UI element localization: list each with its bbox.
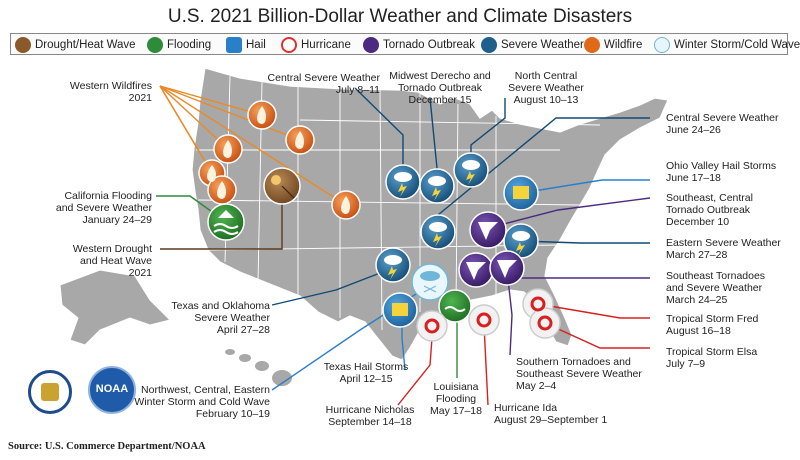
flood-marker xyxy=(207,203,245,241)
severe-weather-icon xyxy=(481,37,497,53)
label-texas-oklahoma: Texas and Oklahoma Severe Weather April 27… xyxy=(171,300,270,336)
label-hurricane-nicholas: Hurricane Nicholas September 14–18 xyxy=(325,404,415,428)
legend-label: Severe Weather xyxy=(501,39,584,51)
legend-item-flooding: Flooding xyxy=(147,36,211,54)
commerce-seal-logo xyxy=(28,370,72,414)
legend-item-hurricane: Hurricane xyxy=(281,36,351,54)
legend-item-winter: Winter Storm/Cold Wave xyxy=(654,36,800,54)
alaska xyxy=(59,269,171,346)
label-north-central: North Central Severe Weather August 10–13 xyxy=(508,70,584,106)
noaa-logo: NOAA xyxy=(88,366,136,414)
label-eastern-severe: Eastern Severe Weather March 27–28 xyxy=(666,237,781,261)
source-note: Source: U.S. Commerce Department/NOAA xyxy=(8,441,206,452)
legend-item-wildfire: Wildfire xyxy=(584,36,642,54)
hail-icon xyxy=(226,37,242,53)
drought-icon xyxy=(15,37,31,53)
legend: Drought/Heat Wave Flooding Hail Hurrican… xyxy=(10,33,800,55)
label-winter-storm: Northwest, Central, Eastern Winter Storm … xyxy=(134,384,270,420)
legend-item-hail: Hail xyxy=(226,36,266,54)
chart-title: U.S. 2021 Billion-Dollar Weather and Cli… xyxy=(167,6,633,27)
legend-label: Winter Storm/Cold Wave xyxy=(674,39,800,51)
legend-label: Wildfire xyxy=(604,39,643,51)
label-central-severe-july: Central Severe Weather July 8–11 xyxy=(267,72,380,96)
label-tropical-storm-elsa: Tropical Storm Elsa July 7–9 xyxy=(666,346,758,370)
label-southeast-central-tornado: Southeast, Central Tornado Outbreak Decemb… xyxy=(666,192,753,228)
winter-storm-marker xyxy=(411,263,449,301)
label-southeast-tornadoes: Southeast Tornadoes and Severe Weather Mar… xyxy=(666,270,766,306)
label-tropical-storm-fred: Tropical Storm Fred August 16–18 xyxy=(666,313,759,337)
label-western-wildfires: Western Wildfires 2021 xyxy=(69,80,152,104)
noaa-logo-text: NOAA xyxy=(95,383,129,395)
wildfire-icon xyxy=(584,37,600,53)
us-map xyxy=(59,67,669,406)
winter-storm-icon xyxy=(654,37,670,53)
label-hurricane-ida: Hurricane Ida August 29–September 1 xyxy=(494,402,608,426)
label-southern-tornadoes: Southern Tornadoes and Southeast Severe W… xyxy=(516,356,642,392)
label-california-flooding: California Flooding and Severe Weather Jan… xyxy=(55,190,152,226)
label-midwest-derecho: Midwest Derecho and Tornado Outbreak Decem… xyxy=(389,70,491,106)
label-western-drought: Western Drought and Heat Wave 2021 xyxy=(72,243,152,279)
hurricane-marker xyxy=(529,307,561,339)
hurricane-marker xyxy=(468,304,500,336)
legend-label: Flooding xyxy=(167,39,212,51)
legend-label: Tornado Outbreak xyxy=(383,39,476,51)
hawaii xyxy=(225,349,292,386)
flood-marker xyxy=(438,289,472,323)
label-central-severe-june: Central Severe Weather June 24–26 xyxy=(666,112,779,136)
label-louisiana-flooding: Louisiana Flooding May 17–18 xyxy=(430,381,482,417)
legend-item-drought: Drought/Heat Wave xyxy=(15,36,136,54)
marker-glyphs xyxy=(207,106,553,334)
label-ohio-valley-hail: Ohio Valley Hail Storms June 17–18 xyxy=(666,160,777,184)
label-texas-hail: Texas Hail Storms April 12–15 xyxy=(323,361,409,385)
hurricane-icon xyxy=(281,37,297,53)
legend-label: Hail xyxy=(246,39,266,51)
hurricane-marker xyxy=(416,310,448,342)
legend-item-severe: Severe Weather xyxy=(481,36,584,54)
tornado-icon xyxy=(363,37,379,53)
legend-item-tornado: Tornado Outbreak xyxy=(363,36,475,54)
legend-label: Drought/Heat Wave xyxy=(35,39,136,51)
legend-label: Hurricane xyxy=(301,39,351,51)
flood-icon xyxy=(147,37,163,53)
